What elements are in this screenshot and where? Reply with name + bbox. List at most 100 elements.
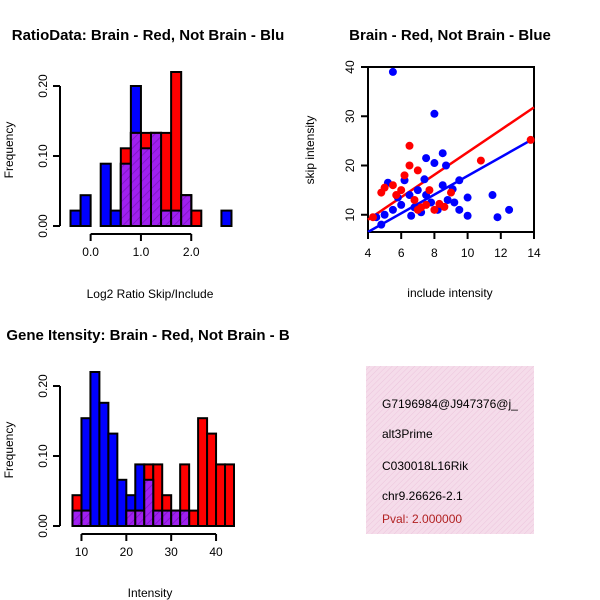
y-tick-label: 0.00	[36, 214, 50, 238]
bar-overlap-9	[170, 209, 183, 228]
point-blue-5	[442, 161, 451, 170]
bar-notbrain-2	[99, 162, 112, 227]
point-blue-10	[488, 191, 497, 200]
bar-overlap-1	[80, 509, 92, 528]
point-red-16	[526, 135, 535, 144]
bar-notbrain-3	[98, 401, 110, 527]
scatter-x-axis: 4 6 8 10 12 14	[365, 232, 541, 260]
point-red-20	[440, 202, 449, 211]
point-blue-18	[397, 200, 406, 209]
bar-brain-5	[170, 71, 183, 227]
point-blue-2	[438, 149, 447, 158]
point-blue-0	[388, 67, 397, 76]
scatter-y-axis: 10 20 30 40	[343, 60, 368, 221]
bar-notbrain-0	[69, 209, 82, 228]
x-tick-label: 10	[461, 246, 475, 260]
point-blue-17	[405, 191, 414, 200]
point-blue-29	[420, 175, 429, 184]
bar-overlap-7	[134, 509, 146, 528]
bar-overlap-9	[152, 509, 164, 528]
bar-notbrain-4	[107, 432, 119, 528]
point-blue-21	[377, 220, 386, 229]
intensity-histogram-title: Gene Itensity: Brain - Red, Not Brain - …	[6, 327, 290, 344]
ratio-histogram-y-label: Frequency	[2, 122, 16, 179]
ratio-histogram: RatioData: Brain - Red, Not Brain - Blu …	[2, 27, 284, 301]
x-tick-label: 6	[398, 246, 405, 260]
fit-line-red	[367, 106, 535, 221]
x-tick-label: 8	[431, 246, 438, 260]
point-red-14	[447, 188, 455, 197]
y-tick-label: 20	[343, 159, 357, 173]
intensity-histogram-y-label: Frequency	[2, 422, 16, 479]
scatter-x-label: include intensity	[407, 286, 492, 300]
bar-brain-11	[206, 432, 218, 528]
ratio-histogram-bars	[69, 71, 233, 228]
point-blue-15	[413, 186, 422, 195]
bar-brain-12	[215, 463, 227, 527]
y-tick-label: 30	[343, 109, 357, 123]
scatter-y-label: skip intensity	[303, 116, 317, 185]
point-red-12	[430, 205, 439, 214]
bar-overlap-12	[179, 509, 191, 528]
bar-notbrain-3	[109, 209, 122, 228]
point-blue-11	[505, 205, 514, 214]
bar-overlap-5	[129, 131, 142, 227]
info-location: chr9.26626-2.1	[382, 489, 463, 503]
point-red-18	[392, 191, 401, 200]
point-blue-14	[463, 211, 472, 220]
x-tick-label: 30	[165, 545, 179, 559]
bar-brain-13	[224, 463, 235, 527]
point-red-2	[380, 183, 389, 192]
point-red-5	[400, 171, 409, 180]
ratio-histogram-x-axis: 0.0 1.0 2.0	[82, 233, 200, 259]
point-red-4	[397, 186, 406, 195]
fit-line-blue	[367, 137, 535, 234]
bar-brain-9	[188, 509, 200, 528]
y-tick-label: 0.10	[36, 144, 50, 168]
point-blue-7	[438, 181, 447, 190]
info-event-id: G7196984@J947376@j_	[382, 397, 518, 411]
ratio-histogram-y-axis: 0.00 0.10 0.20	[36, 74, 61, 238]
x-tick-label: 20	[120, 545, 134, 559]
info-pval: Pval: 2.000000	[382, 512, 462, 526]
intensity-histogram-bars	[71, 371, 235, 528]
point-blue-20	[380, 210, 389, 219]
ratio-histogram-x-label: Log2 Ratio Skip/Include	[87, 287, 214, 301]
x-tick-label: 10	[75, 545, 89, 559]
point-blue-32	[407, 211, 416, 220]
point-blue-12	[493, 213, 502, 222]
y-tick-label: 0.10	[36, 444, 50, 468]
bar-notbrain-1	[79, 194, 92, 227]
y-tick-label: 0.20	[36, 374, 50, 398]
point-blue-4	[430, 159, 439, 168]
point-blue-6	[455, 176, 464, 185]
bar-overlap-11	[170, 509, 182, 528]
x-tick-label: 4	[365, 246, 372, 260]
bar-overlap-8	[160, 209, 173, 228]
y-tick-label: 0.20	[36, 74, 50, 98]
point-blue-9	[463, 193, 472, 202]
info-event-type: alt3Prime	[382, 427, 433, 441]
y-tick-label: 10	[343, 208, 357, 222]
intensity-histogram-y-axis: 0.00 0.10 0.20	[36, 374, 61, 538]
bar-overlap-8	[143, 478, 155, 527]
bar-overlap-0	[71, 509, 83, 528]
point-red-3	[388, 181, 397, 190]
bar-overlap-10	[161, 509, 173, 528]
scatter-fit-lines	[367, 106, 535, 234]
scatter-title: Brain - Red, Not Brain - Blue	[349, 27, 551, 44]
x-tick-label: 12	[494, 246, 508, 260]
y-tick-label: 0.00	[36, 514, 50, 538]
intensity-scatter: Brain - Red, Not Brain - Blue 4 6 8 10 12 14 …	[303, 27, 551, 300]
bar-notbrain-5	[116, 478, 128, 527]
gene-info-box: G7196984@J947376@j_ alt3Prime C030018L16…	[366, 366, 534, 534]
bar-overlap-10	[180, 194, 193, 227]
point-red-11	[422, 200, 431, 209]
intensity-histogram-x-axis: 10 20 30 40	[75, 533, 223, 559]
x-tick-label: 2.0	[183, 245, 200, 259]
info-gene-name: C030018L16Rik	[382, 459, 469, 473]
point-red-8	[413, 166, 422, 175]
point-blue-13	[455, 205, 464, 214]
intensity-histogram: Gene Itensity: Brain - Red, Not Brain - …	[2, 327, 290, 600]
